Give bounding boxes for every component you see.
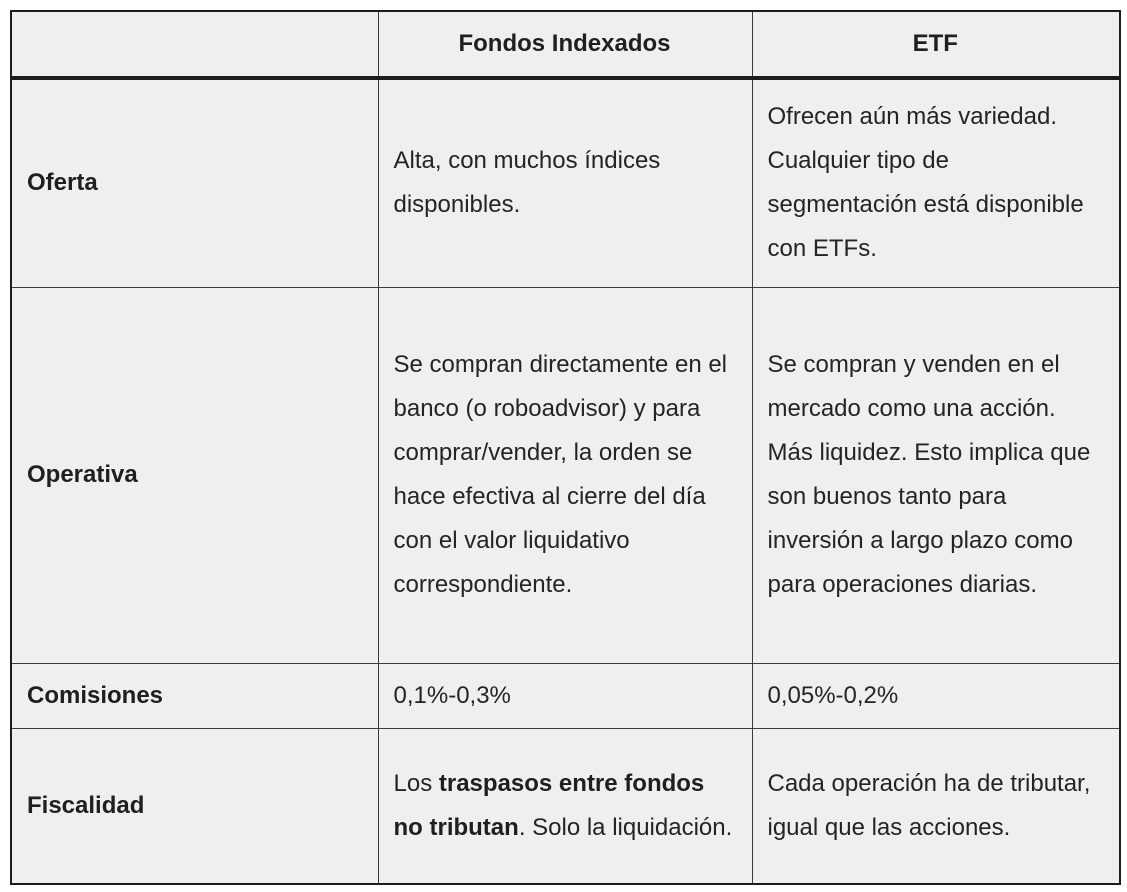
text-segment: Alta, con muchos índices disponibles. <box>393 147 661 219</box>
comparison-table: Fondos Indexados ETF Oferta Alta, con muc… <box>10 10 1121 885</box>
fondos-cell-operativa: Se compran directamente en el banco (o r… <box>377 286 753 664</box>
row-label-fiscalidad: Fiscalidad <box>10 727 379 885</box>
etf-cell-operativa: Se compran y venden en el mercado como u… <box>751 286 1121 664</box>
text-segment: Se compran y venden en el mercado como u… <box>767 351 1091 598</box>
table-row-fiscalidad: Fiscalidad Los traspasos entre fondos no … <box>10 727 1121 885</box>
etf-cell-comisiones: 0,05%-0,2% <box>751 662 1121 729</box>
table-row-oferta: Oferta Alta, con muchos índices disponibl… <box>10 77 1121 288</box>
text-segment: . Solo la liquidación. <box>518 813 733 841</box>
header-fondos-indexados: Fondos Indexados <box>377 10 753 80</box>
text-segment: 0,1%-0,3% <box>393 681 511 709</box>
fondos-cell-oferta: Alta, con muchos índices disponibles. <box>377 77 753 288</box>
text-segment: Ofrecen aún más variedad. Cualquier tipo… <box>767 103 1084 263</box>
row-label-operativa: Operativa <box>10 286 379 664</box>
fondos-cell-comisiones: 0,1%-0,3% <box>377 662 753 729</box>
etf-cell-oferta: Ofrecen aún más variedad. Cualquier tipo… <box>751 77 1121 288</box>
header-empty-cell <box>10 10 379 80</box>
fondos-cell-fiscalidad: Los traspasos entre fondos no tributan. … <box>377 727 753 885</box>
bold-text-segment: traspasos entre fondos no tributan <box>393 769 705 841</box>
text-segment: 0,05%-0,2% <box>767 681 899 709</box>
header-row: Fondos Indexados ETF <box>10 10 1121 80</box>
table-row-operativa: Operativa Se compran directamente en el b… <box>10 286 1121 664</box>
header-etf: ETF <box>751 10 1121 80</box>
etf-cell-fiscalidad: Cada operación ha de tributar, igual que… <box>751 727 1121 885</box>
table-row-comisiones: Comisiones 0,1%-0,3% 0,05%-0,2% <box>10 662 1121 729</box>
row-label-comisiones: Comisiones <box>10 662 379 729</box>
text-segment: Se compran directamente en el banco (o r… <box>393 351 728 598</box>
text-segment: Cada operación ha de tributar, igual que… <box>767 769 1091 841</box>
text-segment: Los <box>393 769 439 797</box>
row-label-oferta: Oferta <box>10 77 379 288</box>
